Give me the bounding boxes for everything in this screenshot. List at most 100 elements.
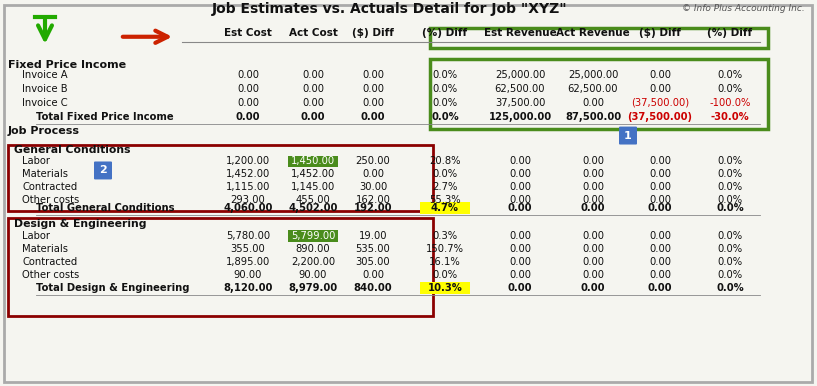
Text: General Conditions: General Conditions xyxy=(14,144,131,154)
Text: 125,000.00: 125,000.00 xyxy=(489,112,551,122)
Text: 55.3%: 55.3% xyxy=(429,195,461,205)
Text: Act Revenue: Act Revenue xyxy=(556,28,630,38)
Text: 0.0%: 0.0% xyxy=(432,169,458,179)
Text: 0.0%: 0.0% xyxy=(717,203,743,213)
Text: Est Revenue: Est Revenue xyxy=(484,28,556,38)
Text: 0.0%: 0.0% xyxy=(717,283,743,293)
Text: 0.0%: 0.0% xyxy=(717,84,743,94)
Text: 0.00: 0.00 xyxy=(301,112,325,122)
Text: Other costs: Other costs xyxy=(22,270,79,280)
Text: 0.00: 0.00 xyxy=(362,70,384,80)
Text: Other costs: Other costs xyxy=(22,195,79,205)
Text: 293.00: 293.00 xyxy=(230,195,266,205)
Text: 0.00: 0.00 xyxy=(581,203,605,213)
Text: 0.00: 0.00 xyxy=(582,244,604,254)
Text: 0.00: 0.00 xyxy=(649,244,671,254)
Text: Labor: Labor xyxy=(22,156,50,166)
Text: 0.00: 0.00 xyxy=(648,203,672,213)
Text: 0.00: 0.00 xyxy=(582,231,604,241)
Text: 0.00: 0.00 xyxy=(362,270,384,280)
Text: 2: 2 xyxy=(99,166,107,176)
Text: (37,500.00): (37,500.00) xyxy=(631,98,689,108)
Text: 0.0%: 0.0% xyxy=(717,183,743,193)
Text: 1,895.00: 1,895.00 xyxy=(225,257,270,267)
Text: 0.00: 0.00 xyxy=(509,195,531,205)
Text: -100.0%: -100.0% xyxy=(709,98,751,108)
Text: 0.00: 0.00 xyxy=(582,156,604,166)
Text: 0.00: 0.00 xyxy=(361,112,386,122)
Text: 0.0%: 0.0% xyxy=(717,195,743,205)
FancyBboxPatch shape xyxy=(288,156,338,168)
Text: 1,115.00: 1,115.00 xyxy=(225,183,270,193)
Text: 0.00: 0.00 xyxy=(509,257,531,267)
Text: 5,799.00: 5,799.00 xyxy=(291,231,335,241)
Text: Invoice C: Invoice C xyxy=(22,98,68,108)
Text: 62,500.00: 62,500.00 xyxy=(495,84,545,94)
Text: 890.00: 890.00 xyxy=(296,244,330,254)
Text: 0.00: 0.00 xyxy=(509,156,531,166)
Text: Materials: Materials xyxy=(22,244,68,254)
Text: 62,500.00: 62,500.00 xyxy=(568,84,618,94)
Text: 30.00: 30.00 xyxy=(359,183,387,193)
Text: 19.00: 19.00 xyxy=(359,231,387,241)
Text: 535.00: 535.00 xyxy=(355,244,391,254)
Text: 90.00: 90.00 xyxy=(234,270,262,280)
Text: 0.00: 0.00 xyxy=(649,169,671,179)
Text: 0.0%: 0.0% xyxy=(432,270,458,280)
Text: Labor: Labor xyxy=(22,231,50,241)
Text: 0.00: 0.00 xyxy=(236,112,261,122)
Text: 0.00: 0.00 xyxy=(649,231,671,241)
Text: 5,780.00: 5,780.00 xyxy=(226,231,270,241)
Text: 20.8%: 20.8% xyxy=(429,156,461,166)
Text: (%) Diff: (%) Diff xyxy=(708,28,752,38)
Text: Job Process: Job Process xyxy=(8,125,80,135)
Text: 0.0%: 0.0% xyxy=(717,270,743,280)
Text: 2.7%: 2.7% xyxy=(432,183,458,193)
Text: 0.00: 0.00 xyxy=(509,183,531,193)
Text: © Info Plus Accounting Inc.: © Info Plus Accounting Inc. xyxy=(682,4,805,14)
Text: 0.0%: 0.0% xyxy=(432,98,458,108)
Text: Materials: Materials xyxy=(22,169,68,179)
Text: 4,502.00: 4,502.00 xyxy=(288,203,337,213)
Text: 0.0%: 0.0% xyxy=(717,244,743,254)
Text: ($) Diff: ($) Diff xyxy=(352,28,394,38)
Text: 0.00: 0.00 xyxy=(649,84,671,94)
Text: 250.00: 250.00 xyxy=(355,156,391,166)
Text: 8,979.00: 8,979.00 xyxy=(288,283,337,293)
Text: Fixed Price Income: Fixed Price Income xyxy=(8,60,126,70)
Text: 192.00: 192.00 xyxy=(354,203,392,213)
Text: 0.00: 0.00 xyxy=(649,257,671,267)
Text: Contracted: Contracted xyxy=(22,257,78,267)
Text: 1,452.00: 1,452.00 xyxy=(225,169,270,179)
Text: 0.00: 0.00 xyxy=(362,98,384,108)
Text: 0.00: 0.00 xyxy=(509,270,531,280)
Text: 0.00: 0.00 xyxy=(649,270,671,280)
Text: 1: 1 xyxy=(624,130,632,141)
Text: 37,500.00: 37,500.00 xyxy=(495,98,545,108)
Text: 150.7%: 150.7% xyxy=(426,244,464,254)
Text: ($) Diff: ($) Diff xyxy=(639,28,681,38)
Text: 0.00: 0.00 xyxy=(582,98,604,108)
Text: Total Fixed Price Income: Total Fixed Price Income xyxy=(36,112,174,122)
Text: 0.00: 0.00 xyxy=(582,270,604,280)
Text: 0.0%: 0.0% xyxy=(431,112,459,122)
Text: Act Cost: Act Cost xyxy=(288,28,337,38)
Text: 0.00: 0.00 xyxy=(649,70,671,80)
FancyBboxPatch shape xyxy=(94,161,112,179)
Text: Invoice B: Invoice B xyxy=(22,84,68,94)
Text: 0.00: 0.00 xyxy=(582,257,604,267)
Text: 0.00: 0.00 xyxy=(509,244,531,254)
Text: 0.0%: 0.0% xyxy=(717,257,743,267)
Text: 0.3%: 0.3% xyxy=(432,231,458,241)
Text: 0.0%: 0.0% xyxy=(717,70,743,80)
Text: 0.00: 0.00 xyxy=(648,283,672,293)
Text: 10.3%: 10.3% xyxy=(427,283,462,293)
Text: 25,000.00: 25,000.00 xyxy=(568,70,618,80)
Text: 305.00: 305.00 xyxy=(355,257,391,267)
Text: (%) Diff: (%) Diff xyxy=(422,28,467,38)
Text: 0.00: 0.00 xyxy=(237,98,259,108)
Text: 0.0%: 0.0% xyxy=(717,156,743,166)
Text: 0.00: 0.00 xyxy=(362,169,384,179)
Text: 2,200.00: 2,200.00 xyxy=(291,257,335,267)
Text: Total Design & Engineering: Total Design & Engineering xyxy=(36,283,190,293)
